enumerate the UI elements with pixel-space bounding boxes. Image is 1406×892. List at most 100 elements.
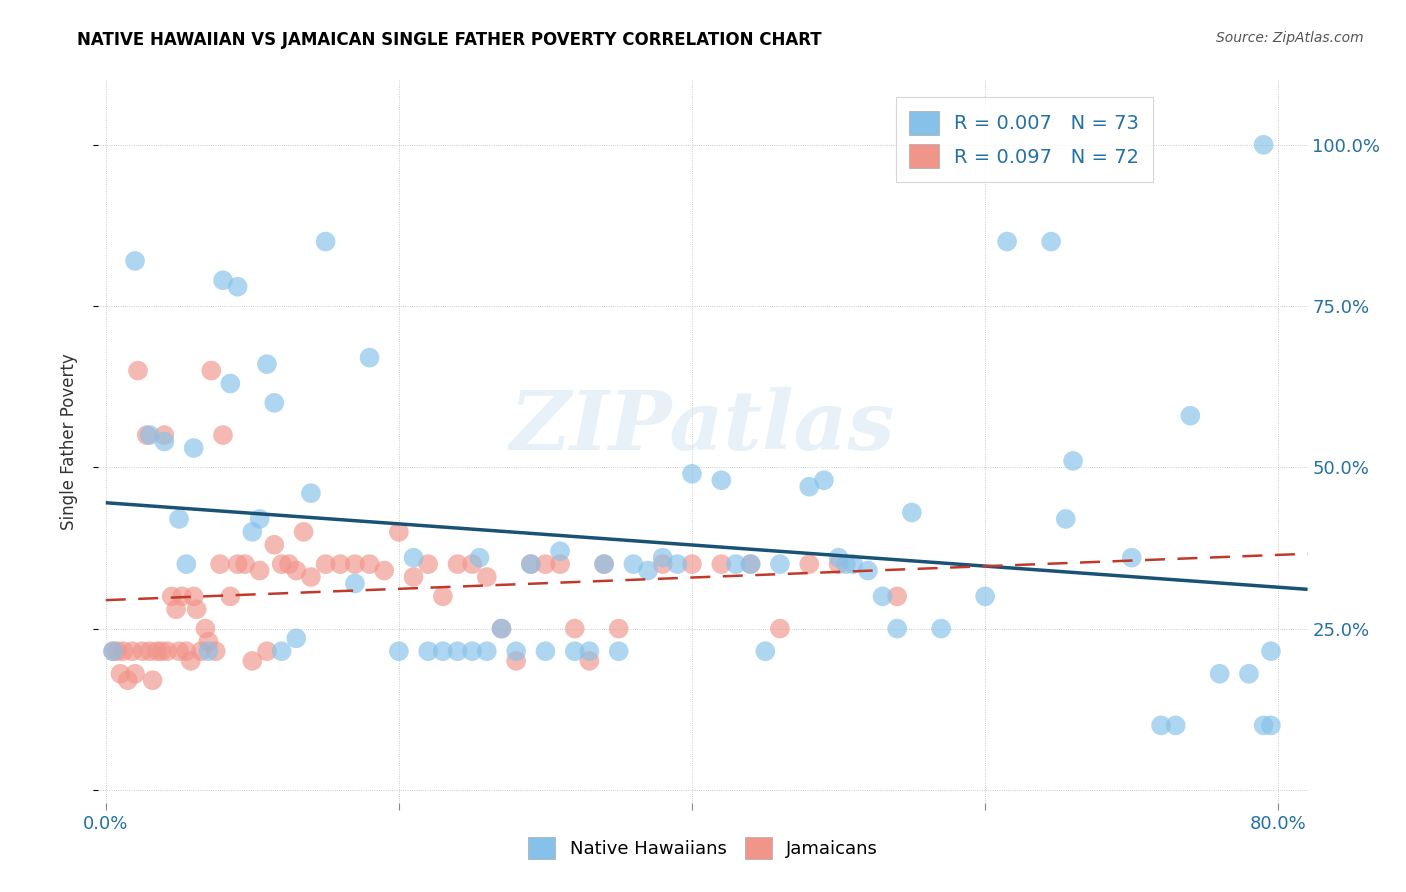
Native Hawaiians (359, 351, 381, 365)
Native Hawaiians (681, 467, 703, 481)
Jamaicans (292, 524, 315, 539)
Native Hawaiians (153, 434, 176, 449)
Jamaicans (402, 570, 425, 584)
Native Hawaiians (1121, 550, 1143, 565)
Jamaicans (740, 557, 762, 571)
Native Hawaiians (666, 557, 689, 571)
Text: NATIVE HAWAIIAN VS JAMAICAN SINGLE FATHER POVERTY CORRELATION CHART: NATIVE HAWAIIAN VS JAMAICAN SINGLE FATHE… (77, 31, 823, 49)
Native Hawaiians (505, 644, 527, 658)
Native Hawaiians (270, 644, 292, 658)
Native Hawaiians (176, 557, 198, 571)
Native Hawaiians (1164, 718, 1187, 732)
Jamaicans (167, 644, 190, 658)
Text: Source: ZipAtlas.com: Source: ZipAtlas.com (1216, 31, 1364, 45)
Native Hawaiians (1260, 718, 1282, 732)
Jamaicans (607, 622, 630, 636)
Native Hawaiians (534, 644, 557, 658)
Native Hawaiians (388, 644, 411, 658)
Jamaicans (491, 622, 513, 636)
Native Hawaiians (710, 473, 733, 487)
Y-axis label: Single Father Poverty: Single Father Poverty (59, 353, 77, 530)
Jamaicans (564, 622, 586, 636)
Text: ZIPatlas: ZIPatlas (510, 387, 896, 467)
Jamaicans (359, 557, 381, 571)
Jamaicans (226, 557, 249, 571)
Jamaicans (194, 622, 217, 636)
Native Hawaiians (827, 550, 849, 565)
Native Hawaiians (1180, 409, 1202, 423)
Native Hawaiians (901, 506, 924, 520)
Jamaicans (204, 644, 226, 658)
Native Hawaiians (740, 557, 762, 571)
Native Hawaiians (183, 441, 205, 455)
Native Hawaiians (1253, 718, 1275, 732)
Native Hawaiians (1237, 666, 1260, 681)
Native Hawaiians (929, 622, 952, 636)
Jamaicans (249, 564, 271, 578)
Jamaicans (107, 644, 129, 658)
Jamaicans (127, 363, 149, 377)
Jamaicans (446, 557, 468, 571)
Native Hawaiians (138, 428, 160, 442)
Jamaicans (886, 590, 908, 604)
Native Hawaiians (995, 235, 1018, 249)
Native Hawaiians (593, 557, 616, 571)
Jamaicans (432, 590, 454, 604)
Native Hawaiians (1150, 718, 1173, 732)
Jamaicans (710, 557, 733, 571)
Native Hawaiians (219, 376, 242, 391)
Jamaicans (160, 590, 183, 604)
Jamaicans (200, 363, 222, 377)
Jamaicans (131, 644, 153, 658)
Jamaicans (180, 654, 202, 668)
Jamaicans (681, 557, 703, 571)
Native Hawaiians (249, 512, 271, 526)
Native Hawaiians (197, 644, 219, 658)
Jamaicans (651, 557, 673, 571)
Jamaicans (505, 654, 527, 668)
Native Hawaiians (520, 557, 543, 571)
Native Hawaiians (475, 644, 498, 658)
Native Hawaiians (418, 644, 440, 658)
Native Hawaiians (1260, 644, 1282, 658)
Native Hawaiians (1208, 666, 1230, 681)
Native Hawaiians (468, 550, 491, 565)
Native Hawaiians (343, 576, 366, 591)
Jamaicans (170, 590, 193, 604)
Jamaicans (373, 564, 395, 578)
Native Hawaiians (240, 524, 263, 539)
Native Hawaiians (315, 235, 337, 249)
Jamaicans (270, 557, 292, 571)
Jamaicans (278, 557, 301, 571)
Jamaicans (240, 654, 263, 668)
Jamaicans (534, 557, 557, 571)
Jamaicans (146, 644, 169, 658)
Native Hawaiians (886, 622, 908, 636)
Jamaicans (593, 557, 616, 571)
Jamaicans (212, 428, 235, 442)
Native Hawaiians (432, 644, 454, 658)
Jamaicans (153, 428, 176, 442)
Jamaicans (135, 428, 157, 442)
Native Hawaiians (621, 557, 644, 571)
Jamaicans (315, 557, 337, 571)
Legend: Native Hawaiians, Jamaicans: Native Hawaiians, Jamaicans (520, 830, 886, 866)
Native Hawaiians (872, 590, 894, 604)
Jamaicans (176, 644, 198, 658)
Jamaicans (121, 644, 143, 658)
Native Hawaiians (607, 644, 630, 658)
Jamaicans (388, 524, 411, 539)
Native Hawaiians (651, 550, 673, 565)
Native Hawaiians (402, 550, 425, 565)
Jamaicans (183, 590, 205, 604)
Jamaicans (165, 602, 187, 616)
Jamaicans (263, 538, 285, 552)
Native Hawaiians (769, 557, 792, 571)
Native Hawaiians (101, 644, 124, 658)
Native Hawaiians (1062, 454, 1084, 468)
Jamaicans (799, 557, 821, 571)
Jamaicans (256, 644, 278, 658)
Jamaicans (285, 564, 308, 578)
Jamaicans (209, 557, 232, 571)
Native Hawaiians (813, 473, 835, 487)
